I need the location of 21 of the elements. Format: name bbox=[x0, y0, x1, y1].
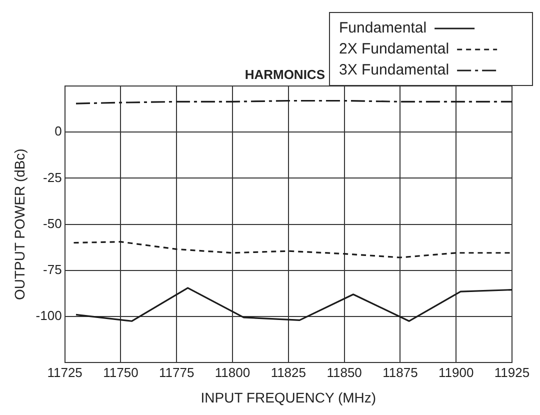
y-tick-label: -100 bbox=[36, 308, 62, 324]
chart-title: HARMONICS bbox=[244, 67, 326, 82]
x-tick-label: 11800 bbox=[214, 364, 250, 380]
x-tick-label: 11725 bbox=[47, 364, 82, 380]
x-tick-label: 11775 bbox=[159, 364, 194, 380]
x-tick-label: 11925 bbox=[494, 364, 530, 380]
x-tick-label: 11750 bbox=[103, 364, 138, 380]
y-tick-label: 0 bbox=[54, 124, 62, 139]
legend-label: Fundamental bbox=[339, 20, 427, 37]
y-tick-label: -50 bbox=[43, 216, 62, 231]
x-tick-label: 11825 bbox=[270, 364, 306, 380]
y-axis-title: OUTPUT POWER (dBc) bbox=[11, 148, 28, 300]
y-tick-label: -75 bbox=[43, 262, 62, 277]
x-tick-label: 11900 bbox=[438, 364, 474, 380]
legend-label: 3X Fundamental bbox=[339, 62, 450, 79]
x-axis-title: INPUT FREQUENCY (MHz) bbox=[200, 389, 376, 406]
y-tick-label: -25 bbox=[43, 170, 62, 185]
x-tick-label: 11850 bbox=[326, 364, 362, 380]
x-tick-label: 11875 bbox=[382, 364, 418, 380]
line-series bbox=[72, 241, 512, 258]
legend-label: 2X Fundamental bbox=[339, 40, 450, 58]
